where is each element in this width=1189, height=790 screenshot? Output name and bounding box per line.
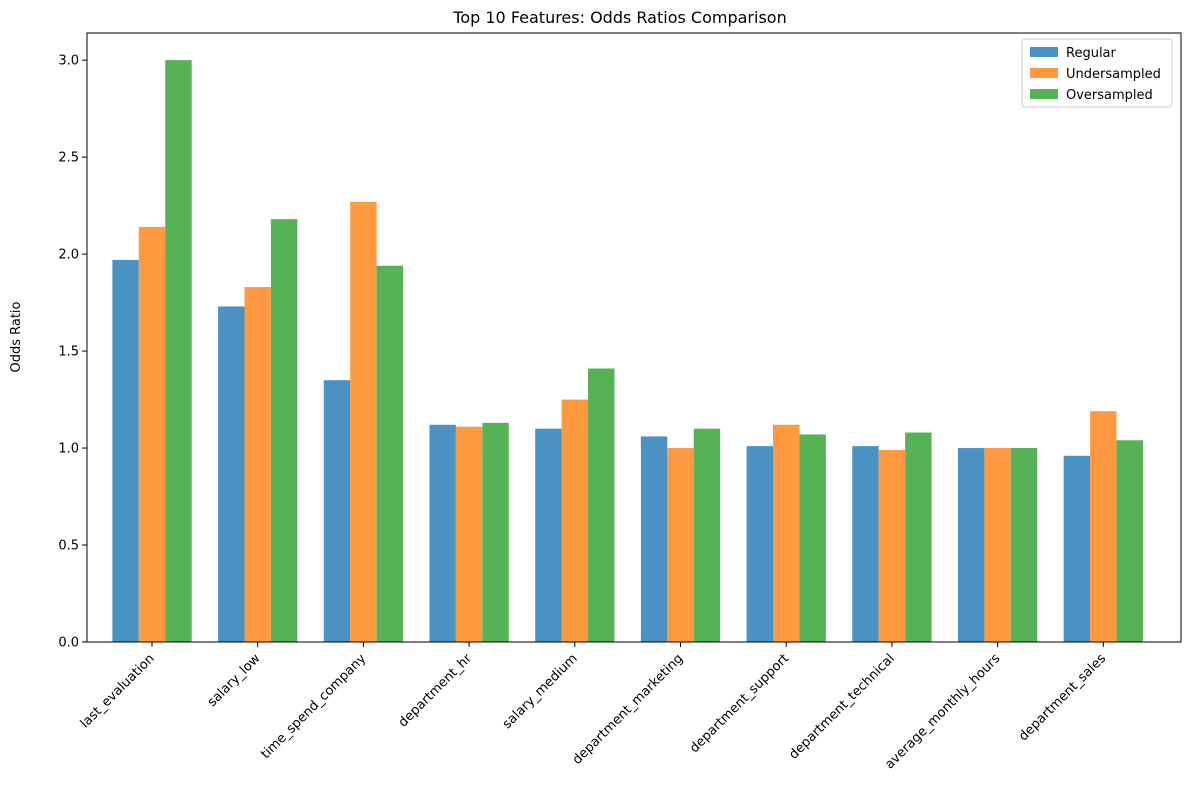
y-tick-label: 0.5 <box>58 539 79 554</box>
bar-oversampled-salary-low <box>270 219 298 642</box>
bar-undersampled-department-sales <box>1090 411 1117 642</box>
bar-regular-salary-medium <box>535 428 562 642</box>
bar-oversampled-department-support <box>799 434 826 642</box>
plot-frame <box>86 32 1182 643</box>
legend-swatch-oversampled <box>1030 89 1058 99</box>
bar-regular-department-marketing <box>640 436 668 642</box>
bar-regular-department-technical <box>852 446 879 642</box>
legend-box <box>1021 38 1173 108</box>
bar-regular-average-monthly-hours <box>957 448 985 642</box>
legend-label-regular: Regular <box>1066 46 1117 61</box>
x-tick-label-salary-low: salary_low <box>205 651 264 710</box>
x-tick-label-department-marketing: department_marketing <box>570 651 686 767</box>
bar-undersampled-last-evaluation <box>138 226 166 642</box>
bar-oversampled-salary-medium <box>588 368 615 642</box>
y-tick-label: 1.0 <box>58 442 79 457</box>
bar-undersampled-department-support <box>773 424 800 642</box>
x-tick-label-department-sales: department_sales <box>1016 651 1109 744</box>
bar-undersampled-salary-low <box>244 287 271 642</box>
x-tick-label-department-hr: department_hr <box>396 651 476 731</box>
bar-oversampled-department-technical <box>905 432 932 642</box>
bar-oversampled-department-sales <box>1116 440 1143 642</box>
x-tick-label-department-technical: department_technical <box>786 651 897 762</box>
bar-undersampled-average-monthly-hours <box>984 448 1011 642</box>
bar-oversampled-last-evaluation <box>165 60 192 642</box>
bar-oversampled-time-spend-company <box>376 265 404 642</box>
bars-layer <box>112 60 1143 643</box>
x-tick-label-last-evaluation: last_evaluation <box>78 651 158 731</box>
legend-swatch-regular <box>1030 47 1058 57</box>
bar-oversampled-department-hr <box>482 422 509 642</box>
x-tick-label-department-support: department_support <box>687 651 792 756</box>
bar-regular-last-evaluation <box>112 259 139 642</box>
legend: Regular Undersampled Oversampled <box>1021 38 1173 108</box>
y-tick-label: 3.0 <box>58 54 79 69</box>
chart-title: Top 10 Features: Odds Ratios Comparison <box>452 8 786 27</box>
bar-regular-department-sales <box>1063 455 1091 642</box>
legend-swatch-undersampled <box>1030 68 1058 78</box>
x-tick-label-salary-medium: salary_medium <box>500 651 581 732</box>
legend-label-undersampled: Undersampled <box>1066 67 1161 82</box>
bar-undersampled-time-spend-company <box>350 201 377 643</box>
legend-label-oversampled: Oversampled <box>1066 88 1153 103</box>
y-tick-label: 0.0 <box>58 636 79 651</box>
y-tick-label: 2.0 <box>58 248 79 263</box>
y-tick-label: 2.5 <box>58 151 79 166</box>
bar-regular-department-hr <box>429 424 456 642</box>
bar-undersampled-salary-medium <box>561 399 589 642</box>
bar-regular-department-support <box>746 446 773 642</box>
bar-undersampled-department-technical <box>878 449 906 642</box>
y-axis-label: Odds Ratio <box>9 301 24 372</box>
y-tick-label: 1.5 <box>58 345 79 360</box>
x-tick-label-time-spend-company: time_spend_company <box>258 651 369 762</box>
bar-regular-time-spend-company <box>323 380 351 642</box>
x-tick-label-average-monthly-hours: average_monthly_hours <box>882 651 1003 772</box>
bar-undersampled-department-hr <box>455 426 483 642</box>
bar-oversampled-average-monthly-hours <box>1010 448 1038 642</box>
bar-undersampled-department-marketing <box>667 448 694 642</box>
bar-regular-salary-low <box>218 306 245 642</box>
bar-oversampled-department-marketing <box>693 428 721 642</box>
